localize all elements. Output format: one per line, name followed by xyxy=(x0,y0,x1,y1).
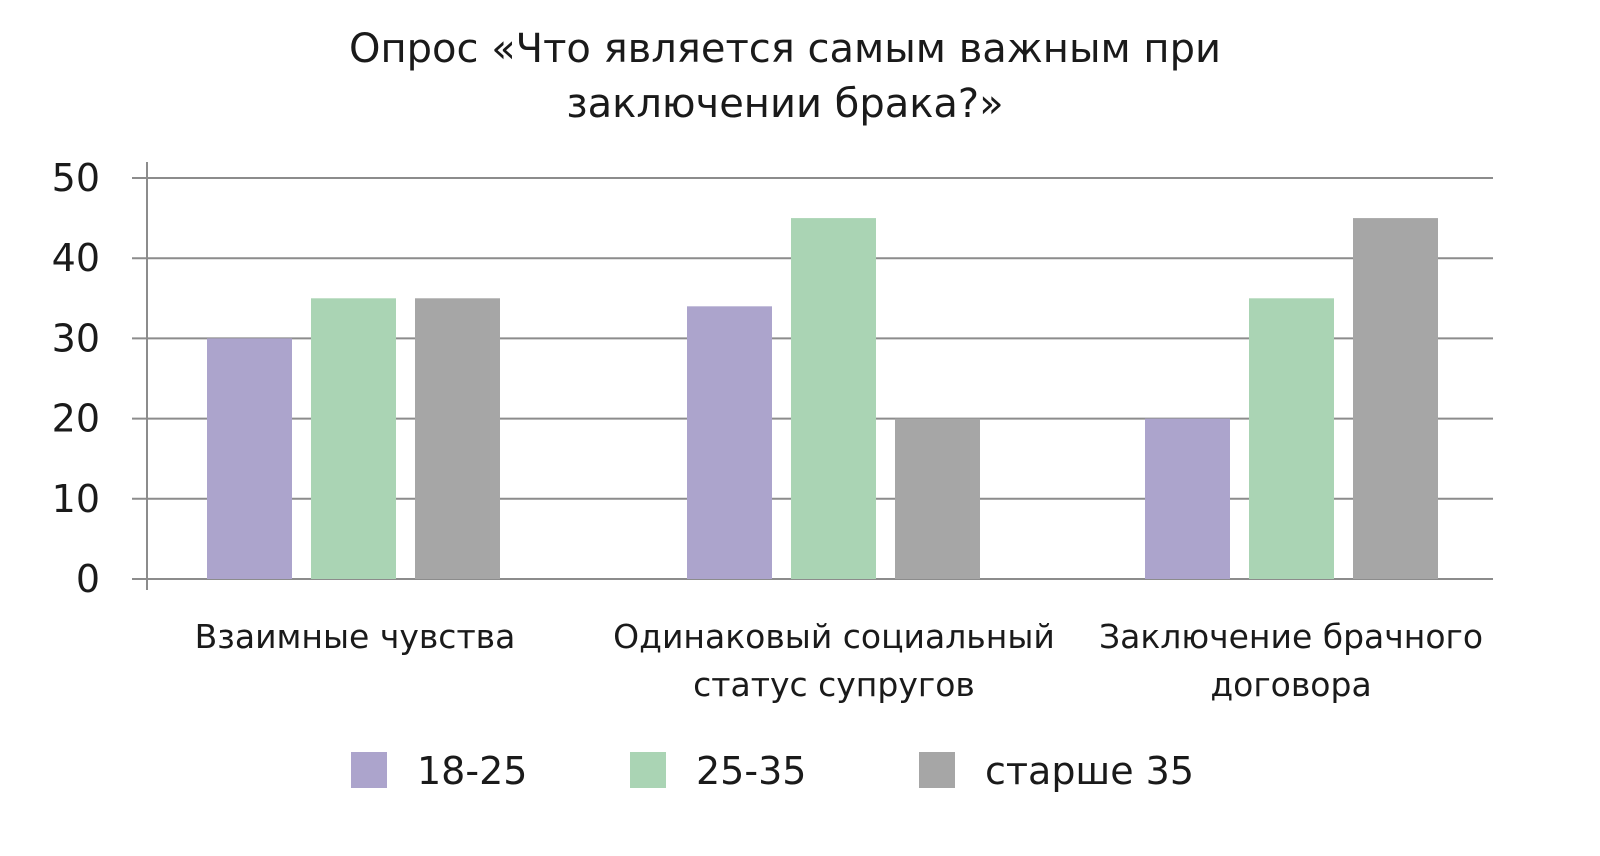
bar xyxy=(415,298,500,579)
bar xyxy=(791,218,876,579)
bar xyxy=(207,338,292,579)
chart-title-line: заключении брака?» xyxy=(566,81,1003,127)
bar xyxy=(1249,298,1334,579)
y-tick-label: 10 xyxy=(52,477,100,521)
category-label: Заключение брачного xyxy=(1099,617,1483,656)
bar xyxy=(1145,418,1230,579)
legend-swatch xyxy=(919,752,955,788)
legend-label: старше 35 xyxy=(985,749,1194,793)
y-tick-label: 50 xyxy=(52,156,100,200)
y-tick-label: 40 xyxy=(52,236,100,280)
category-labels: Взаимные чувства Одинаковый социальный ста… xyxy=(195,617,1483,704)
y-tick-label: 30 xyxy=(52,316,100,360)
category-label: договора xyxy=(1210,665,1371,704)
bar xyxy=(1353,218,1438,579)
category-label: статус супругов xyxy=(693,665,975,704)
bars xyxy=(207,218,1438,579)
chart-title-line: Опрос «Что является самым важным при xyxy=(349,26,1221,72)
legend-label: 18-25 xyxy=(417,749,527,793)
legend-swatch xyxy=(630,752,666,788)
y-tick-label: 0 xyxy=(76,557,100,601)
bar xyxy=(687,306,772,579)
bar xyxy=(895,418,980,579)
category-label: Взаимные чувства xyxy=(195,617,516,656)
y-tick-label: 20 xyxy=(52,397,100,441)
legend: 18-25 25-35 старше 35 xyxy=(351,749,1194,793)
y-tick-labels: 0 10 20 30 40 50 xyxy=(52,156,100,601)
legend-swatch xyxy=(351,752,387,788)
category-label: Одинаковый социальный xyxy=(613,617,1055,656)
bar xyxy=(311,298,396,579)
chart-title: Опрос «Что является самым важным при закл… xyxy=(349,26,1221,127)
legend-label: 25-35 xyxy=(696,749,806,793)
